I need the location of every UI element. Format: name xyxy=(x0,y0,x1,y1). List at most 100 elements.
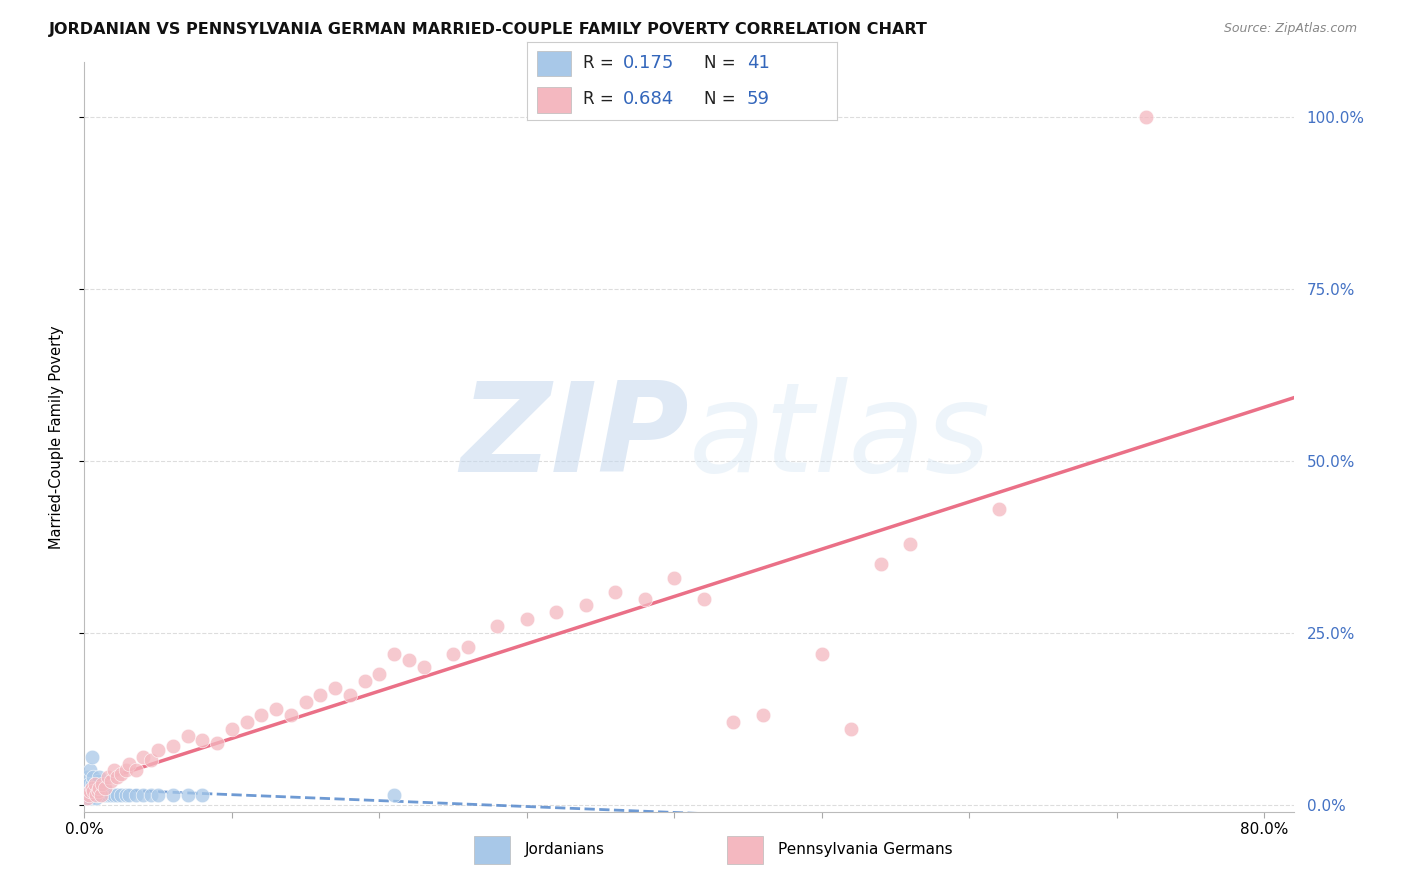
Point xyxy=(339,688,361,702)
Point xyxy=(368,667,391,681)
Point xyxy=(90,788,112,802)
Point xyxy=(869,558,891,572)
Point xyxy=(86,788,108,802)
Point xyxy=(80,780,103,795)
Text: JORDANIAN VS PENNSYLVANIA GERMAN MARRIED-COUPLE FAMILY POVERTY CORRELATION CHART: JORDANIAN VS PENNSYLVANIA GERMAN MARRIED… xyxy=(49,22,928,37)
Text: R =: R = xyxy=(583,90,619,108)
Point xyxy=(97,788,120,802)
Point xyxy=(162,788,184,802)
Point xyxy=(91,777,114,791)
Point xyxy=(382,647,405,661)
Point xyxy=(79,764,101,778)
Text: N =: N = xyxy=(703,54,741,72)
Point xyxy=(139,788,162,802)
Point xyxy=(114,764,136,778)
Text: Source: ZipAtlas.com: Source: ZipAtlas.com xyxy=(1223,22,1357,36)
Point xyxy=(82,770,104,784)
Point xyxy=(79,791,101,805)
Point xyxy=(90,788,112,802)
Point xyxy=(114,788,136,802)
Point xyxy=(80,749,103,764)
Point xyxy=(117,788,139,802)
Point xyxy=(80,788,103,802)
Point xyxy=(79,784,101,798)
Point xyxy=(76,791,98,805)
Point xyxy=(103,788,125,802)
Point xyxy=(84,791,107,805)
Y-axis label: Married-Couple Family Poverty: Married-Couple Family Poverty xyxy=(49,326,63,549)
Point xyxy=(77,788,100,802)
Point xyxy=(353,674,375,689)
Point xyxy=(100,773,122,788)
Text: 0.684: 0.684 xyxy=(623,90,675,108)
Bar xyxy=(537,87,571,112)
Bar xyxy=(474,836,509,863)
Point xyxy=(86,784,108,798)
Point xyxy=(83,777,105,791)
Point xyxy=(176,729,198,743)
Point xyxy=(546,606,568,620)
Point xyxy=(280,708,302,723)
Text: 59: 59 xyxy=(747,90,770,108)
Point xyxy=(721,715,744,730)
Point xyxy=(146,743,169,757)
Point xyxy=(250,708,273,723)
Text: R =: R = xyxy=(583,54,619,72)
Point xyxy=(132,788,155,802)
Point xyxy=(575,599,598,613)
Point xyxy=(1135,111,1157,125)
Point xyxy=(75,791,97,805)
Point xyxy=(146,788,169,802)
Point xyxy=(309,688,332,702)
Point xyxy=(264,701,287,715)
Point xyxy=(139,753,162,767)
Point xyxy=(82,784,104,798)
Point xyxy=(987,502,1010,516)
Point xyxy=(692,591,714,606)
Point xyxy=(235,715,257,730)
Point xyxy=(110,767,132,781)
Point xyxy=(80,777,103,791)
Point xyxy=(77,777,100,791)
Point xyxy=(110,788,132,802)
Point xyxy=(605,584,627,599)
Point xyxy=(84,780,107,795)
Point xyxy=(221,723,243,737)
Point xyxy=(87,784,110,798)
Point xyxy=(84,788,107,802)
Point xyxy=(83,777,105,791)
Point xyxy=(94,788,117,802)
Point xyxy=(839,723,862,737)
Point xyxy=(93,780,115,795)
Text: 0.175: 0.175 xyxy=(623,54,675,72)
Point xyxy=(103,764,125,778)
Point xyxy=(82,784,104,798)
Text: Jordanians: Jordanians xyxy=(524,842,605,857)
Point xyxy=(105,788,128,802)
Text: Pennsylvania Germans: Pennsylvania Germans xyxy=(778,842,952,857)
Point xyxy=(97,770,120,784)
Point xyxy=(132,749,155,764)
Point xyxy=(86,773,108,788)
Point xyxy=(323,681,346,695)
Bar xyxy=(537,51,571,76)
Point xyxy=(94,780,117,795)
Point xyxy=(117,756,139,771)
Point xyxy=(634,591,657,606)
Point xyxy=(96,784,118,798)
Point xyxy=(176,788,198,802)
Point xyxy=(516,612,538,626)
Point xyxy=(125,764,148,778)
Point xyxy=(412,660,434,674)
Point xyxy=(83,788,105,802)
Point xyxy=(191,788,214,802)
Point xyxy=(382,788,405,802)
Point xyxy=(898,536,921,550)
Point xyxy=(91,784,114,798)
Point xyxy=(76,770,98,784)
Text: N =: N = xyxy=(703,90,741,108)
Point xyxy=(810,647,832,661)
Point xyxy=(79,784,101,798)
Point xyxy=(751,708,773,723)
Text: ZIP: ZIP xyxy=(460,376,689,498)
